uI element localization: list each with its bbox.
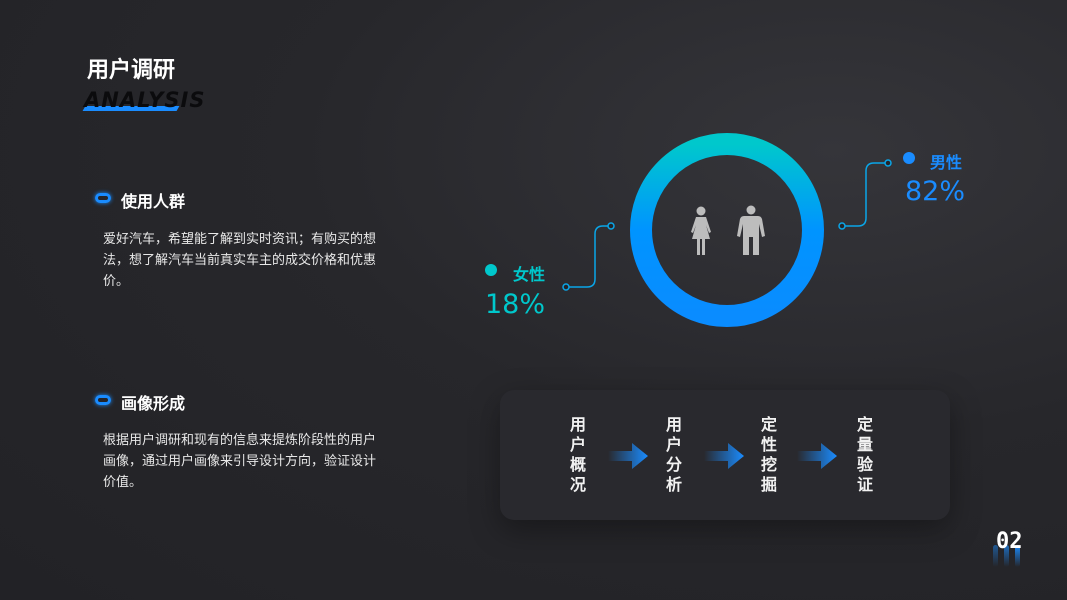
page-subtitle-en: ANALYSIS: [84, 88, 206, 112]
process-step: 用户分析: [665, 415, 682, 494]
connector-node: [562, 283, 570, 291]
section-title-persona: 画像形成: [121, 394, 186, 413]
arrow-right-icon: [704, 443, 744, 469]
gender-ring: [630, 133, 824, 327]
pill-icon: [95, 395, 111, 405]
arrow-right-icon: [608, 443, 648, 469]
page-deco-bar: [993, 545, 998, 567]
male-label: 男性: [930, 153, 963, 172]
female-percent: 18%: [485, 289, 546, 320]
connector-node: [838, 222, 846, 230]
page-deco-bar: [1015, 545, 1020, 567]
male-legend-dot: [903, 152, 915, 164]
section-title-users: 使用人群: [121, 192, 186, 211]
page-title: 用户调研: [87, 58, 176, 83]
female-legend-dot: [485, 264, 497, 276]
male-percent: 82%: [905, 176, 966, 207]
arrow-right-icon: [797, 443, 837, 469]
male-figure-icon: [737, 205, 765, 255]
female-figure-icon: [691, 206, 711, 255]
female-label: 女性: [513, 265, 546, 284]
section-body-users: 爱好汽车，希望能了解到实时资讯；有购买的想法，想了解汽车当前真实车主的成交价格和…: [103, 232, 377, 289]
page-deco-bar: [1004, 545, 1009, 567]
pill-icon: [95, 193, 111, 203]
male-connector-line: [842, 162, 888, 227]
connector-node: [884, 159, 892, 167]
process-step: 定量验证: [856, 415, 873, 494]
page-number: 02: [996, 529, 1023, 554]
section-body-persona: 根据用户调研和现有的信息来提炼阶段性的用户画像，通过用户画像来引导设计方向，验证…: [103, 433, 377, 490]
process-step: 用户概况: [569, 415, 586, 494]
connector-node: [607, 222, 615, 230]
female-connector-line: [566, 225, 611, 288]
process-step: 定性挖掘: [760, 415, 777, 494]
